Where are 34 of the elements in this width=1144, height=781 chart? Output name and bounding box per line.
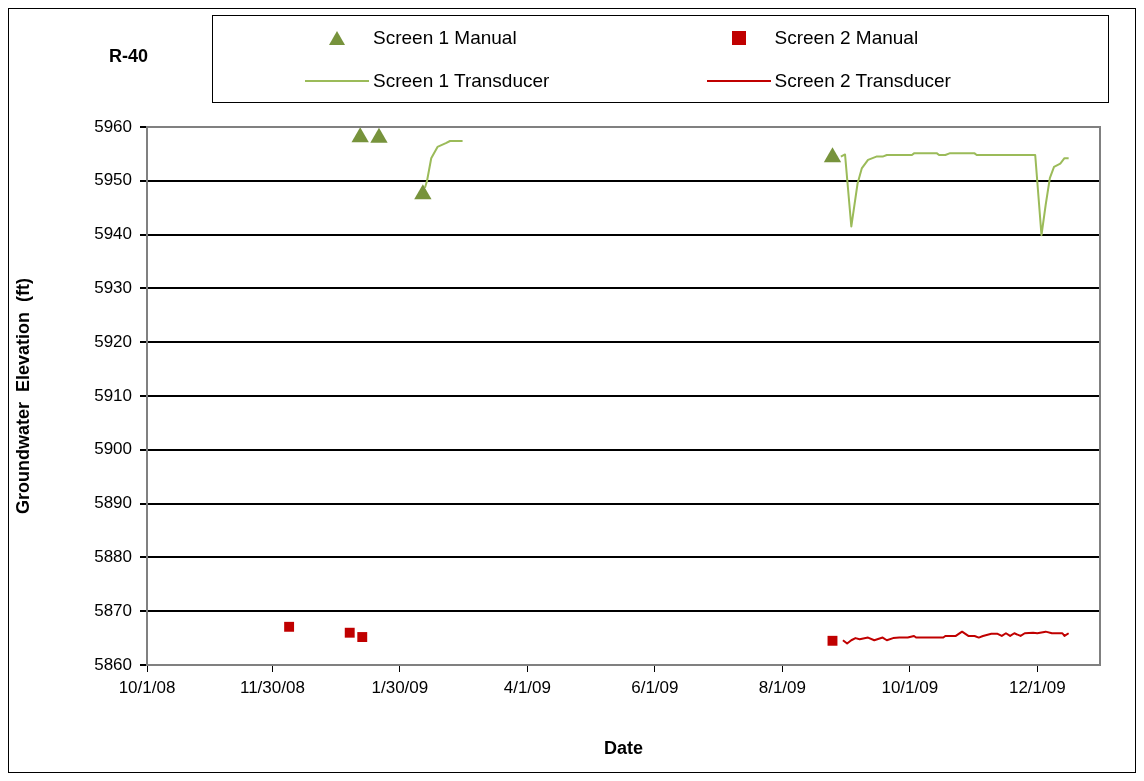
x-tick-label: 8/1/09 [758, 677, 806, 697]
x-tick-label: 1/30/09 [371, 677, 429, 697]
x-tick-label: 11/30/08 [239, 677, 305, 697]
legend-label: Screen 2 Transducer [774, 69, 951, 92]
legend-label: Screen 1 Manual [373, 26, 517, 49]
point [351, 127, 369, 143]
y-axis-title: Groundwater Elevation (ft) [12, 277, 33, 515]
y-tick-label: 5900 [94, 439, 132, 459]
point [823, 147, 842, 163]
point [357, 632, 368, 642]
legend-label: Screen 1 Transducer [373, 69, 550, 92]
y-tick-label: 5860 [94, 654, 132, 674]
point [370, 127, 388, 143]
x-axis-title: Date [603, 738, 644, 759]
y-tick-label: 5930 [94, 278, 132, 298]
point [284, 621, 295, 632]
legend-label: Screen 2 Manual [774, 26, 919, 49]
x-tick-label: 6/1/09 [631, 677, 679, 697]
y-tick-label: 5910 [94, 385, 132, 405]
x-tick-label: 10/1/09 [881, 677, 939, 697]
point [414, 184, 432, 200]
y-tick-label: 5960 [94, 116, 132, 136]
x-tick-label: 10/1/08 [118, 677, 176, 697]
y-tick-label: 5920 [94, 331, 132, 351]
x-tick-label: 12/1/09 [1008, 677, 1066, 697]
y-tick-label: 5870 [94, 600, 132, 620]
y-tick-label: 5880 [94, 547, 132, 567]
y-tick-label: 5940 [94, 224, 132, 244]
y-tick-label: 5950 [94, 170, 132, 190]
point [827, 635, 838, 646]
chart-title: R-40 [109, 46, 149, 67]
y-tick-label: 5890 [94, 493, 132, 513]
point [344, 627, 355, 638]
x-tick-label: 4/1/09 [503, 677, 551, 697]
